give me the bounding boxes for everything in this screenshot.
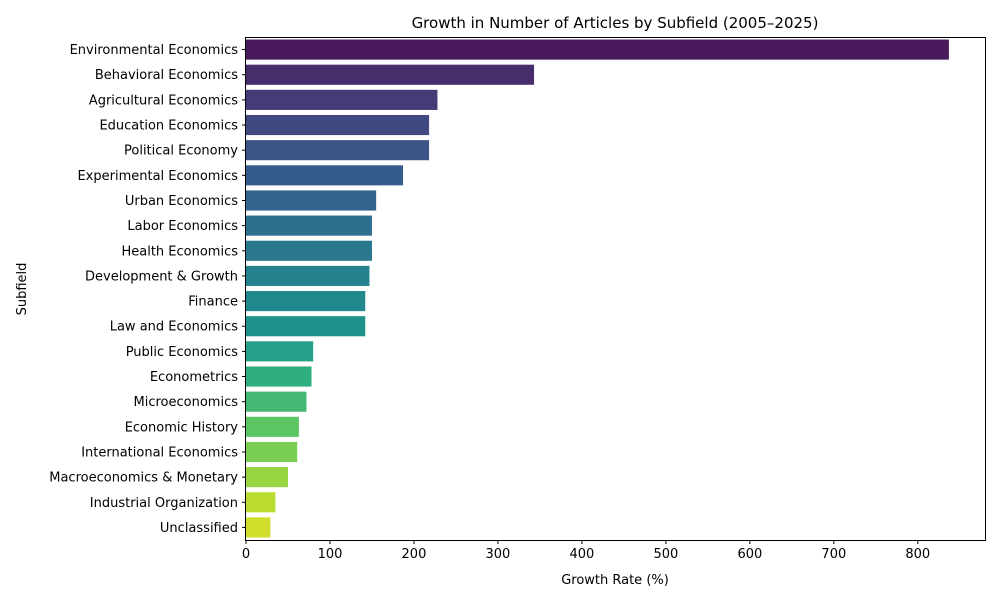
y-tick-label: Political Economy xyxy=(124,144,238,159)
chart-title: Growth in Number of Articles by Subfield… xyxy=(412,14,819,32)
bar xyxy=(246,492,276,513)
bar xyxy=(246,114,430,136)
y-tick-label: Experimental Economics xyxy=(77,169,238,184)
x-axis-label: Growth Rate (%) xyxy=(561,573,669,588)
y-tick-label: Public Economics xyxy=(126,345,239,360)
y-tick-label: Environmental Economics xyxy=(70,43,239,58)
bar xyxy=(246,240,372,261)
y-tick-label: Industrial Organization xyxy=(90,496,238,511)
bar xyxy=(246,366,312,387)
bar xyxy=(246,64,535,85)
bar xyxy=(246,316,366,337)
x-tick-label: 600 xyxy=(737,547,762,562)
bar xyxy=(246,416,299,437)
bar xyxy=(246,215,372,236)
x-tick-label: 200 xyxy=(402,547,427,562)
bar xyxy=(246,441,298,463)
y-tick-label: Finance xyxy=(188,295,238,310)
plot-frame xyxy=(245,37,986,541)
bar xyxy=(246,391,307,412)
y-tick-label: Labor Economics xyxy=(127,219,238,234)
x-tick-label: 0 xyxy=(242,547,250,562)
y-tick-label: Behavioral Economics xyxy=(95,68,238,83)
bar xyxy=(246,165,404,186)
y-tick-label: Health Economics xyxy=(121,244,238,259)
y-tick-label: Macroeconomics & Monetary xyxy=(49,471,238,486)
x-tick-labels: 0 100 200 300 400 500 600 700 800 xyxy=(242,540,930,562)
bar xyxy=(246,517,271,538)
x-tick-label: 100 xyxy=(318,547,343,562)
y-tick-label: Microeconomics xyxy=(134,395,239,410)
y-tick-label: Education Economics xyxy=(99,119,238,134)
y-tick-label: Law and Economics xyxy=(110,320,238,335)
x-tick-label: 400 xyxy=(569,547,594,562)
y-tick-label: Unclassified xyxy=(160,521,238,536)
bar xyxy=(246,265,370,286)
bar xyxy=(246,291,366,312)
y-tick-label: Development & Growth xyxy=(85,269,238,284)
x-tick-label: 700 xyxy=(821,547,846,562)
bar xyxy=(246,140,430,161)
x-tick-label: 800 xyxy=(905,547,930,562)
y-tick-label: Economic History xyxy=(125,420,239,435)
x-tick-label: 500 xyxy=(653,547,678,562)
bars-group xyxy=(246,39,949,538)
x-tick-label: 300 xyxy=(486,547,511,562)
bar xyxy=(246,39,949,60)
bar xyxy=(246,89,438,110)
y-tick-label: Econometrics xyxy=(150,370,238,385)
bar xyxy=(246,190,377,211)
bar xyxy=(246,341,314,362)
y-tick-label: International Economics xyxy=(81,445,238,460)
y-axis-label: Subfield xyxy=(15,263,30,316)
y-tick-label: Agricultural Economics xyxy=(89,93,238,108)
y-tick-labels: Environmental Economics Behavioral Econom… xyxy=(49,43,246,536)
bar xyxy=(246,467,288,488)
y-tick-label: Urban Economics xyxy=(125,194,238,209)
